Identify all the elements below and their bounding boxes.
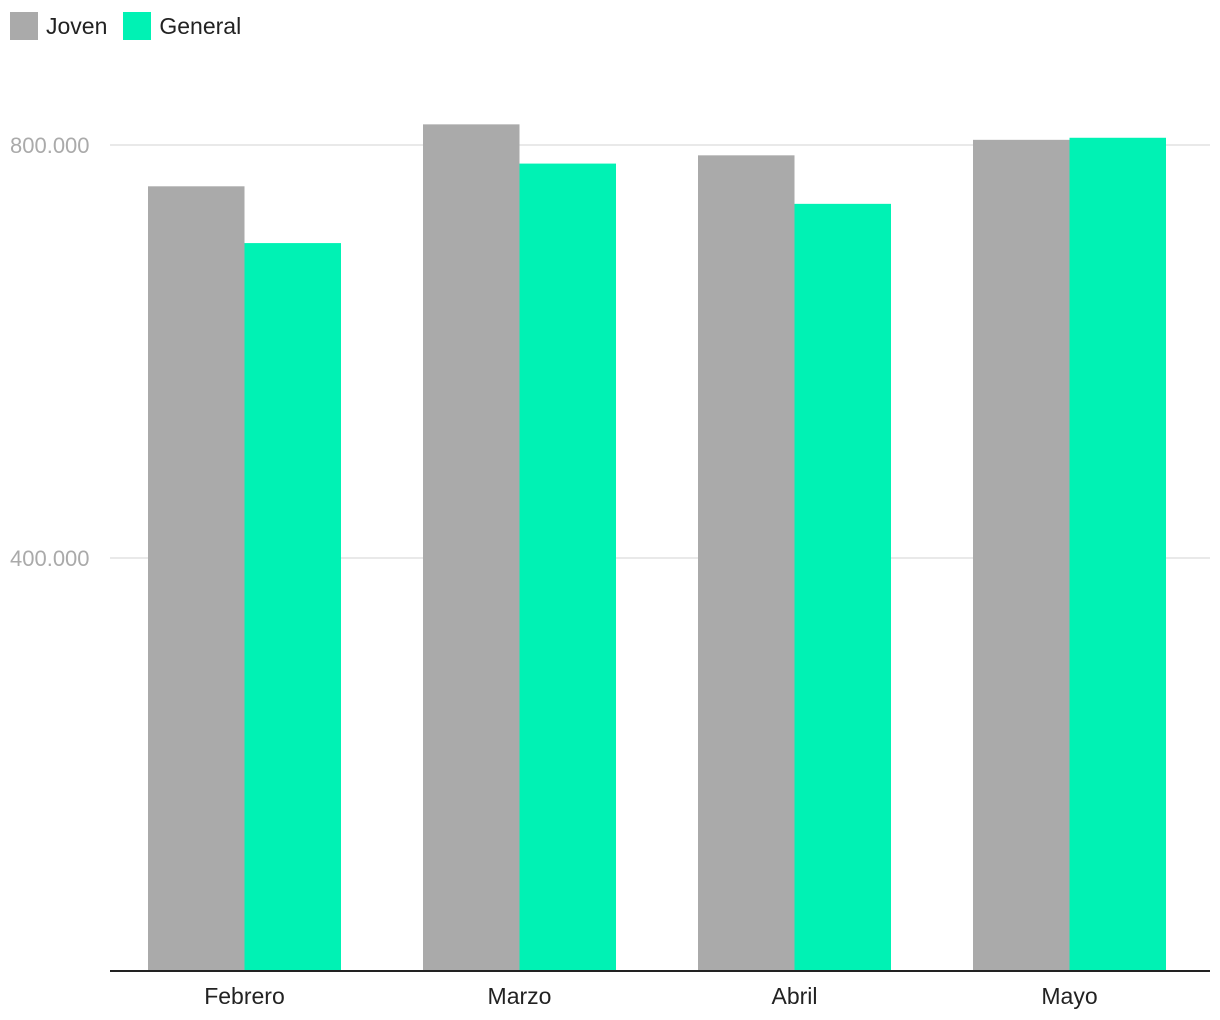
- legend-swatch-general: [123, 12, 152, 40]
- legend-swatch-joven: [10, 12, 38, 40]
- bar-joven-abril: [698, 155, 795, 971]
- bar-joven-marzo: [423, 124, 520, 972]
- x-category-label: Marzo: [488, 983, 552, 1009]
- y-tick-label: 800.000: [10, 133, 90, 158]
- legend-item-general: General: [123, 12, 241, 40]
- bar-general-mayo: [1069, 137, 1166, 971]
- x-category-label: Abril: [771, 983, 817, 1009]
- legend-item-joven: Joven: [10, 12, 107, 40]
- chart-legend: Joven General: [10, 11, 257, 41]
- bar-general-febrero: [244, 243, 341, 971]
- bar-general-marzo: [519, 163, 616, 971]
- bar-joven-febrero: [148, 186, 245, 972]
- legend-label-general: General: [159, 12, 242, 39]
- legend-label-joven: Joven: [46, 12, 108, 39]
- y-tick-label: 400.000: [10, 546, 90, 571]
- x-category-label: Febrero: [204, 983, 285, 1009]
- bar-joven-mayo: [973, 139, 1070, 971]
- bar-general-abril: [794, 203, 891, 972]
- x-category-label: Mayo: [1041, 983, 1097, 1009]
